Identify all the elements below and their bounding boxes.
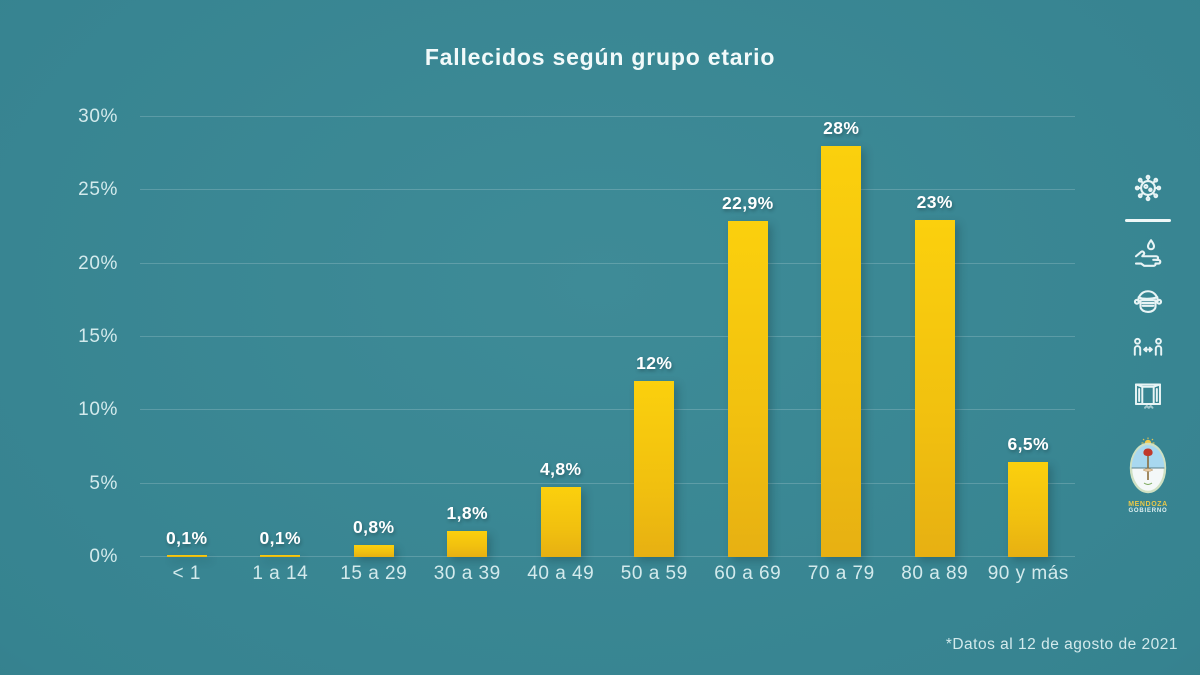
gridline: [140, 482, 1075, 484]
bars-row: 0,1% 0,1% 0,8% 1,8% 4,8% 12% 22,9% 28% 23% 6,5%: [140, 117, 1075, 557]
bar-value-label: 23%: [916, 191, 953, 212]
x-tick-label: 80 a 89: [901, 563, 969, 584]
bar-value-label: 6,5%: [1007, 433, 1049, 454]
x-tick-label: 30 a 39: [433, 563, 501, 584]
bar: [447, 530, 488, 557]
bar-value-label: 22,9%: [721, 193, 774, 214]
bar-value-label: 0,8%: [353, 517, 395, 538]
mendoza-coat-of-arms: [1129, 437, 1167, 494]
gridline: [140, 336, 1075, 337]
x-tick-label: 60 a 69: [714, 563, 782, 584]
y-tick-label: 15%: [78, 326, 118, 347]
bar-value-label: 0,1%: [259, 527, 301, 548]
footnote: *Datos al 12 de agosto de 2021: [945, 636, 1178, 653]
bar: [353, 545, 394, 557]
bar-slot: 4,8%: [514, 117, 608, 557]
bar-value-label: 4,8%: [540, 458, 582, 479]
gridline: [140, 262, 1075, 264]
gridline: [140, 409, 1075, 411]
social-distancing-icon: [1130, 330, 1166, 366]
bar: [821, 146, 862, 557]
bar-slot: 1,8%: [421, 117, 515, 557]
bar-slot: 12%: [608, 117, 702, 557]
y-tick-label: 20%: [78, 252, 118, 274]
x-tick-label: 50 a 59: [620, 563, 688, 584]
logo-text: MENDOZA GOBIERNO: [1128, 501, 1168, 515]
bar-value-label: 28%: [823, 118, 860, 139]
y-tick-label: 0%: [89, 546, 118, 567]
bar-slot: 0,1%: [234, 117, 328, 557]
mendoza-government-logo: MENDOZA GOBIERNO: [1123, 436, 1173, 515]
bar: [727, 221, 768, 557]
bar-slot: 6,5%: [982, 117, 1076, 557]
gridline: [140, 116, 1075, 117]
x-tick-label: 40 a 49: [527, 563, 595, 584]
virus-icon: [1130, 170, 1166, 206]
bar-slot: 22,9%: [701, 117, 795, 557]
bar-value-label: 0,1%: [166, 527, 208, 548]
bar-slot: 0,8%: [327, 117, 421, 557]
x-tick-label: 1 a 14: [252, 563, 309, 584]
face-mask-icon: [1130, 283, 1166, 319]
open-window-icon: [1130, 377, 1166, 413]
bar-value-label: 1,8%: [446, 502, 488, 523]
bar: [540, 486, 581, 557]
logo-line1: MENDOZA: [1128, 501, 1168, 508]
y-tick-label: 5%: [89, 472, 118, 494]
x-tick-label: 15 a 29: [340, 563, 408, 584]
bar-slot: 28%: [795, 117, 889, 557]
plot-area: 0% 5% 10% 15% 20% 25% 30% 0,1% 0,1% 0,8% 1,8% 4,8% 1…: [78, 106, 1075, 567]
y-tick-label: 25%: [78, 179, 118, 201]
hand-washing-icon: [1130, 236, 1166, 272]
bar: [260, 555, 301, 557]
prevention-icon-rail: MENDOZA GOBIERNO: [1117, 170, 1179, 515]
bar: [914, 219, 955, 557]
bar-value-label: 12%: [636, 353, 673, 373]
x-tick-label: 70 a 79: [807, 563, 875, 584]
y-tick-label: 10%: [78, 399, 118, 421]
bar: [166, 555, 207, 557]
logo-line2: GOBIERNO: [1128, 508, 1168, 514]
gridline: [140, 189, 1075, 191]
x-tick-label: < 1: [172, 563, 201, 584]
x-axis-labels: < 1 1 a 14 15 a 29 30 a 39 40 a 49 50 a 59 60 …: [140, 563, 1075, 585]
chart-title: Fallecidos según grupo etario: [424, 44, 776, 70]
bar: [1008, 461, 1049, 557]
rail-divider: [1125, 219, 1171, 222]
bar-slot: 23%: [888, 117, 982, 557]
gridline: [140, 556, 1075, 557]
y-tick-label: 30%: [78, 106, 118, 127]
bar: [634, 381, 675, 557]
bar-slot: 0,1%: [140, 117, 234, 557]
x-tick-label: 90 y más: [987, 563, 1069, 584]
